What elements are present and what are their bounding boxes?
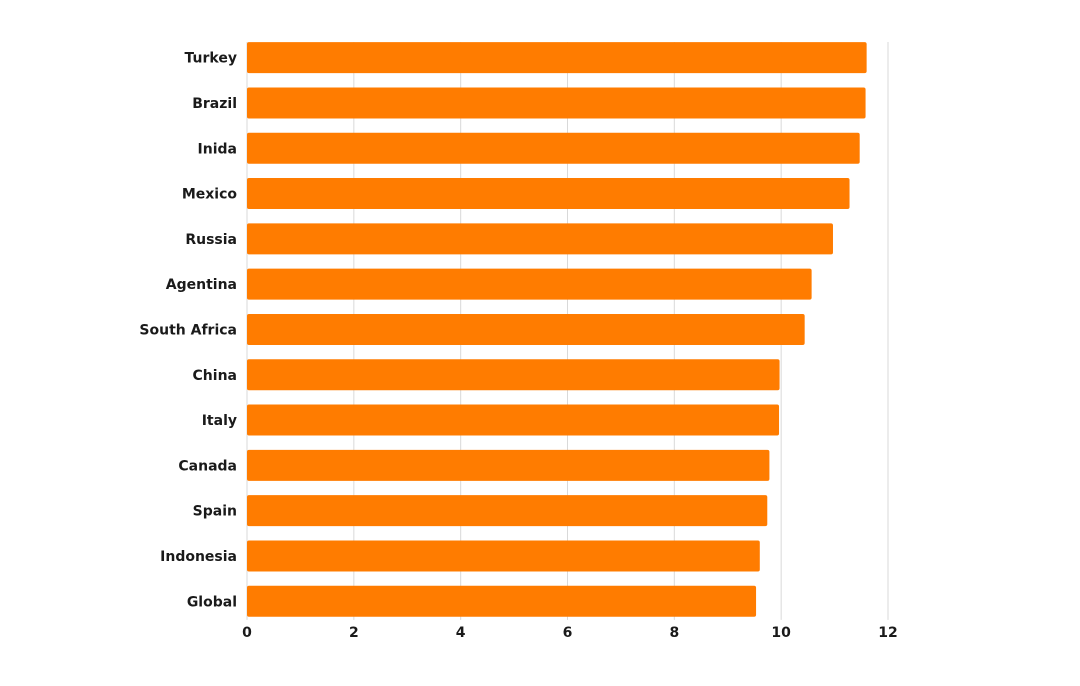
x-tick-label: 8	[669, 625, 679, 641]
x-axis-tick-labels: 0 2 4 6 8 10 12	[242, 625, 898, 641]
category-label: Inida	[198, 141, 237, 157]
category-label: Canada	[178, 458, 237, 474]
bar-italy	[247, 404, 780, 436]
bar-agentina	[247, 268, 812, 300]
category-label: Brazil	[192, 96, 237, 112]
category-label: Spain	[193, 504, 237, 520]
category-label: Mexico	[182, 187, 238, 203]
category-label: Russia	[185, 232, 237, 248]
category-label: Global	[187, 594, 237, 610]
x-tick-label: 12	[878, 625, 897, 641]
bars	[247, 42, 867, 617]
bar-south-africa	[247, 313, 805, 345]
bar-china	[247, 359, 780, 391]
x-tick-label: 10	[771, 625, 791, 641]
bar-mexico	[247, 178, 850, 210]
category-label: Turkey	[185, 51, 237, 67]
bar-spain	[247, 495, 768, 527]
x-tick-label: 4	[456, 625, 466, 641]
category-label: China	[193, 368, 237, 384]
category-label: Italy	[202, 413, 237, 429]
x-tick-label: 6	[563, 625, 573, 641]
category-labels: Turkey Brazil Inida Mexico Russia Agentina Sou…	[139, 51, 237, 611]
x-tick-label: 2	[349, 625, 359, 641]
bar-inida	[247, 132, 860, 164]
category-label: Agentina	[166, 277, 237, 293]
x-tick-label: 0	[242, 625, 252, 641]
bar-russia	[247, 223, 833, 255]
bar-indonesia	[247, 540, 760, 572]
category-label: South Africa	[139, 322, 237, 338]
bar-canada	[247, 449, 770, 481]
category-label: Indonesia	[160, 549, 237, 565]
bar-turkey	[247, 42, 867, 74]
bar-brazil	[247, 87, 866, 119]
bar-global	[247, 585, 757, 617]
